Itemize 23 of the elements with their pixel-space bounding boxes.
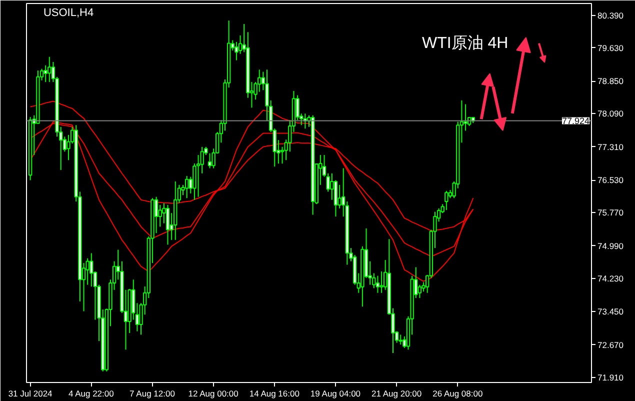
y-tick-label: 79.630	[598, 42, 624, 53]
y-tick-label: 74.230	[598, 273, 624, 284]
x-tick-label: 12 Aug 00:00	[188, 388, 239, 398]
x-tick-label: 14 Aug 16:00	[249, 388, 300, 398]
x-tick-label: 21 Aug 20:00	[372, 388, 422, 398]
x-tick-label: 26 Aug 08:00	[432, 388, 483, 398]
y-tick-label: 78.090	[598, 108, 624, 119]
chart-title: USOIL,H4	[43, 6, 94, 19]
x-tick-label: 7 Aug 12:00	[130, 388, 176, 398]
y-tick-label: 78.850	[598, 76, 624, 86]
y-tick-label: 80.390	[598, 10, 624, 20]
y-tick-label: 71.910	[598, 372, 624, 382]
x-tick-label: 19 Aug 04:00	[310, 388, 361, 398]
x-tick-label: 4 Aug 22:00	[68, 388, 114, 398]
y-tick-label: 75.770	[598, 208, 624, 218]
y-tick-label: 74.990	[598, 240, 624, 251]
y-tick-label: 77.310	[598, 142, 624, 152]
y-tick-label: 72.670	[598, 340, 624, 350]
x-tick-label: 31 Jul 2024	[8, 388, 53, 398]
y-tick-label: 76.530	[598, 175, 624, 186]
ref-line-label: 77.924	[562, 116, 590, 126]
annotation: WTI原油 4H	[422, 34, 508, 52]
y-tick-label: 73.450	[598, 306, 624, 317]
